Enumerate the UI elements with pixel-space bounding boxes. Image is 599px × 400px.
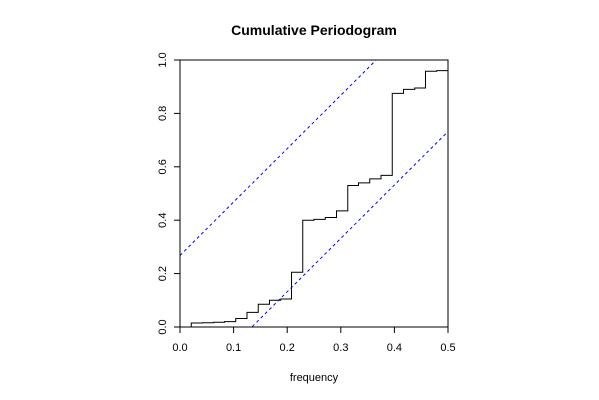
upper-confidence-band-line [180,60,377,256]
x-axis: 0.0 0.1 0.2 0.3 0.4 0.5 [172,327,456,354]
y-tick-label: 0.0 [157,319,169,334]
chart-title: Cumulative Periodogram [231,22,397,38]
y-tick-label: 0.6 [157,159,169,174]
y-tick-label: 0.8 [157,106,169,121]
y-axis: 0.0 0.2 0.4 0.6 0.8 1.0 [157,52,180,335]
y-tick-label: 0.4 [157,213,169,228]
x-tick-label: 0.2 [280,342,295,354]
x-tick-label: 0.0 [172,342,187,354]
x-axis-label: frequency [290,372,339,384]
x-tick-label: 0.4 [387,342,402,354]
x-tick-label: 0.5 [440,342,455,354]
lower-confidence-band-line [251,131,448,327]
y-tick-label: 0.2 [157,266,169,281]
y-tick-label: 1.0 [157,52,169,67]
plot-frame [179,59,449,328]
cumulative-periodogram-step-line [190,70,448,327]
x-tick-label: 0.1 [226,342,241,354]
x-tick-label: 0.3 [333,342,348,354]
